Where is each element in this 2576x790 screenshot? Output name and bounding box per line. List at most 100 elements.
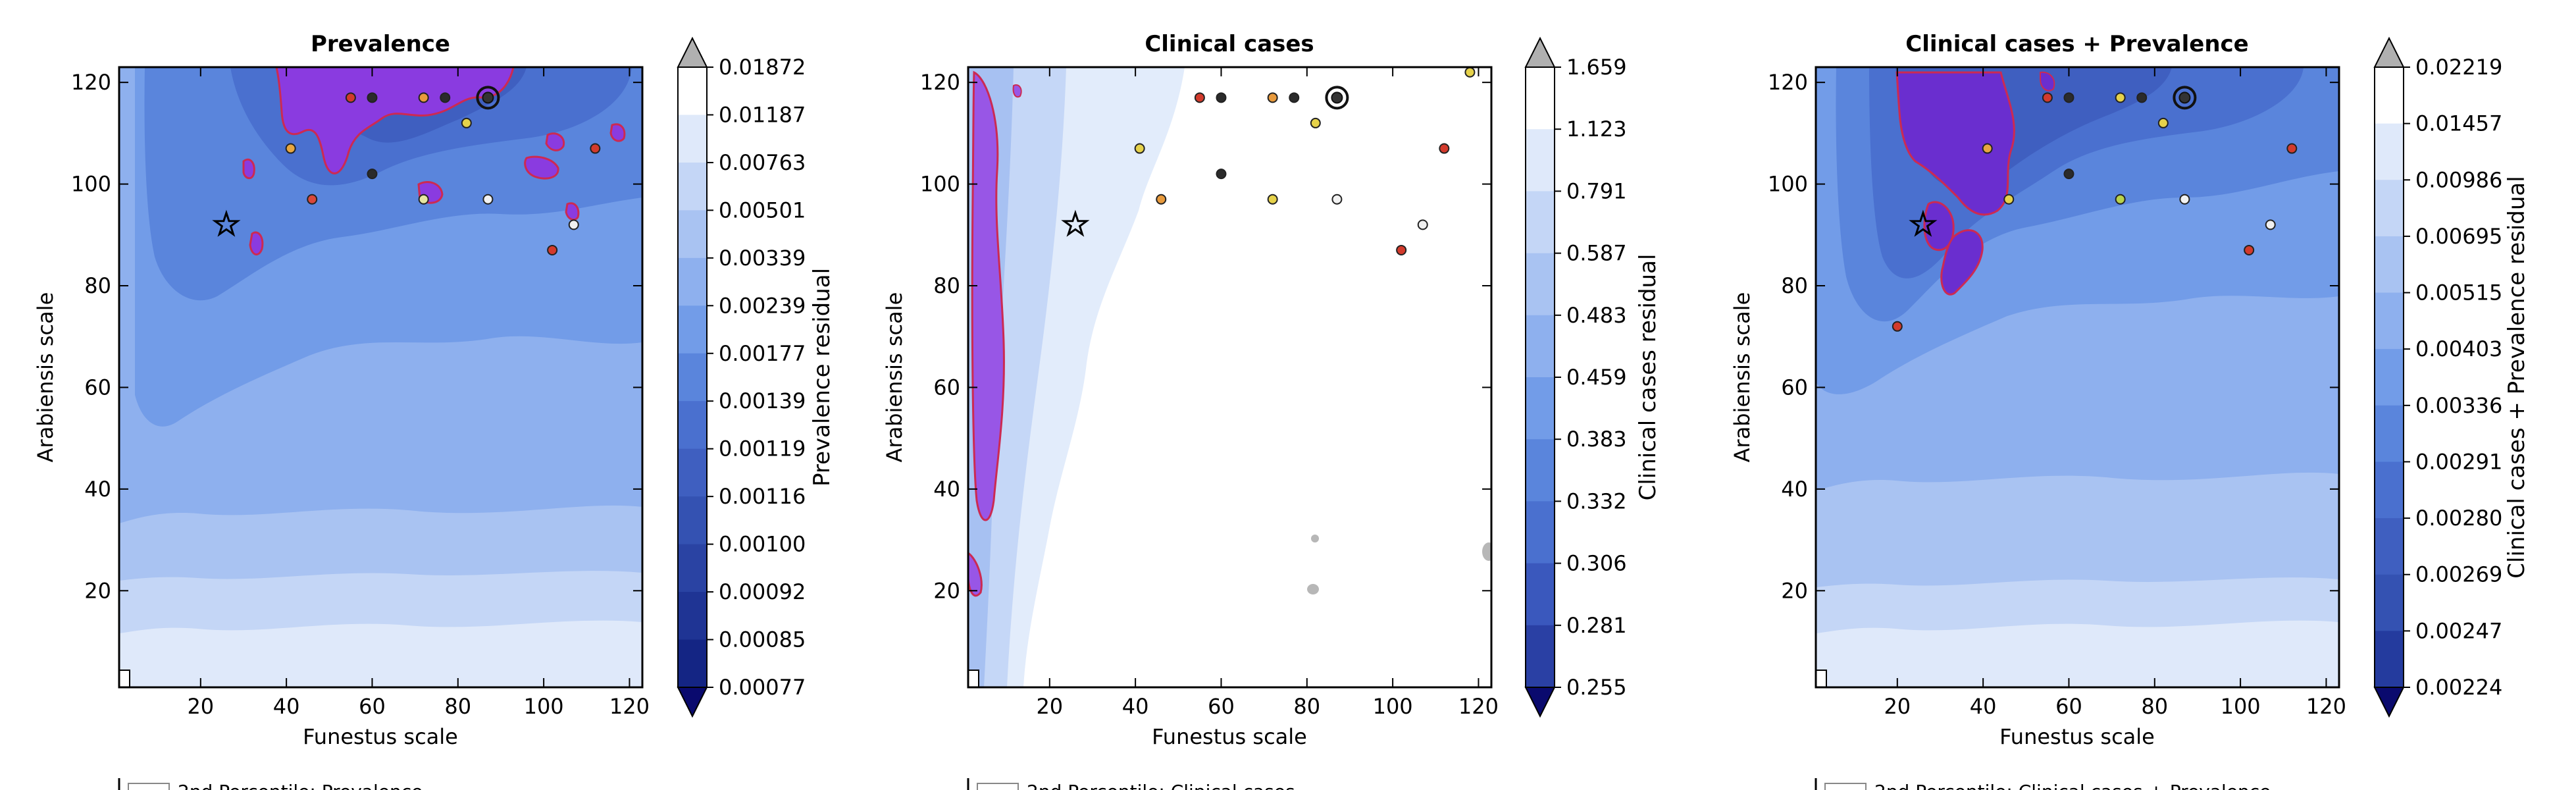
colorbar-segment [1526, 315, 1555, 378]
plot-frame [1815, 66, 2340, 689]
data-point [590, 143, 601, 154]
data-point [1396, 244, 1407, 255]
legend-label: 2nd Percentile: Clinical cases [1027, 781, 1295, 790]
y-tick-label: 100 [71, 172, 111, 197]
data-point [2244, 244, 2255, 255]
colorbar-segment [1526, 625, 1555, 688]
data-point [285, 143, 296, 154]
colorbar-tick-label: 0.00239 [719, 293, 806, 318]
y-tick-label: 60 [933, 375, 960, 400]
colorbar-tick-label: 0.00515 [2415, 280, 2502, 305]
colorbar-segment [1526, 253, 1555, 316]
contour-field [119, 67, 642, 687]
colorbar-extend-bottom [677, 687, 708, 718]
colorbar-segment [2375, 292, 2404, 350]
colorbar-tick-label: 0.587 [1566, 241, 1627, 266]
best-fit-ring [476, 86, 500, 110]
best-fit-ring [2173, 86, 2197, 110]
colorbar-tick-label: 0.00092 [719, 579, 806, 604]
colorbar-segment [678, 210, 707, 259]
x-tick-label: 60 [2055, 694, 2082, 719]
colorbar-tick-label: 0.306 [1566, 551, 1627, 576]
data-point [482, 194, 494, 205]
x-axis-ticks: 20 40 60 80 100 120 [1884, 67, 2346, 719]
colorbar-tick-label: 0.00077 [719, 675, 806, 700]
plot-frame [118, 66, 644, 689]
colorbar-segment [1526, 129, 1555, 192]
colorbar-label: Clinical cases + Prevalence residual [2504, 176, 2530, 578]
y-tick-label: 20 [84, 578, 111, 603]
panel-prevalence: Prevalence 20 40 60 80 100 120 20 40 60 80 100 120… [33, 31, 835, 790]
legend-label: 2nd Percentile: Prevalence [178, 781, 423, 790]
legend: 2nd Percentile: Clinical cases [967, 778, 1295, 790]
data-point [1134, 143, 1145, 154]
x-tick-label: 60 [359, 694, 386, 719]
data-point [568, 219, 579, 230]
colorbar-tick-label: 0.00116 [719, 484, 806, 509]
colorbar-segment [2375, 631, 2404, 688]
x-tick-label: 20 [187, 694, 214, 719]
data-point [1194, 92, 1205, 103]
legend: 2nd Percentile: Prevalence [118, 778, 423, 790]
x-tick-label: 120 [2306, 694, 2346, 719]
colorbar-tick-label: 0.00763 [719, 150, 806, 175]
y-tick-label: 120 [71, 70, 111, 95]
contour-field [968, 67, 1491, 687]
y-axis-ticks: 20 40 60 80 100 120 [1768, 70, 2339, 603]
data-point [2003, 194, 2015, 205]
x-tick-label: 120 [609, 694, 650, 719]
y-tick-label: 40 [933, 477, 960, 502]
x-tick-label: 80 [1293, 694, 1320, 719]
data-point [440, 92, 451, 103]
colorbar-tick-label: 0.483 [1566, 303, 1627, 328]
colorbar-segment [678, 496, 707, 545]
true-parameter-star [212, 209, 241, 237]
x-axis-label: Funestus scale [1152, 724, 1307, 749]
data-point [2063, 169, 2074, 180]
colorbar-tick-label: 0.00336 [2415, 393, 2502, 418]
true-parameter-star [1061, 209, 1090, 237]
x-tick-label: 120 [1458, 694, 1499, 719]
legend: 2nd Percentile: Clinical cases + Prevale… [1815, 778, 2271, 790]
colorbar-tick-label: 1.123 [1566, 117, 1627, 142]
x-tick-label: 100 [1373, 694, 1413, 719]
y-tick-label: 120 [1768, 70, 1808, 95]
colorbar: 1.659 1.123 0.791 0.587 0.483 0.459 0.383 0.332… [1524, 36, 1627, 718]
data-point [2179, 194, 2190, 205]
best-fit-ring [1325, 86, 1349, 110]
colorbar-tick-label: 0.255 [1566, 675, 1627, 700]
y-axis-label: Arabiensis scale [1730, 292, 1755, 463]
data-point [367, 92, 378, 103]
x-tick-label: 40 [1970, 694, 1997, 719]
data-point [2157, 117, 2169, 128]
chart-title: Prevalence [311, 31, 450, 57]
colorbar-tick-label: 0.459 [1566, 365, 1627, 390]
colorbar-segment [678, 448, 707, 498]
colorbar-segment [2375, 123, 2404, 181]
scatter-points [212, 86, 601, 255]
contour-field [1816, 67, 2339, 687]
y-tick-label: 80 [84, 273, 111, 298]
y-tick-label: 20 [933, 578, 960, 603]
best-fit-point [2178, 92, 2191, 104]
data-point [1982, 143, 1993, 154]
colorbar-tick-label: 0.00695 [2415, 224, 2502, 249]
colorbar-tick-label: 0.00100 [719, 532, 806, 557]
data-point [1331, 194, 1343, 205]
colorbar-segment [678, 305, 707, 354]
colorbar-tick-label: 0.00501 [719, 198, 806, 223]
plot-frame [967, 66, 1493, 689]
colorbar-segment [678, 257, 707, 307]
y-axis-ticks: 20 40 60 80 100 120 [71, 70, 642, 603]
chart-title: Clinical cases + Prevalence [1905, 31, 2249, 57]
colorbar-segment [678, 592, 707, 641]
scatter-points [1892, 86, 2298, 332]
colorbar-tick-label: 0.332 [1566, 488, 1627, 514]
data-point [1417, 219, 1428, 230]
panel-clinical-cases-plus-prevalence: Clinical cases + Prevalence 20 40 60 80 100 1… [1730, 31, 2530, 790]
x-tick-label: 100 [524, 694, 564, 719]
colorbar-tick-label: 0.00224 [2415, 675, 2502, 700]
y-tick-label: 40 [1781, 477, 1808, 502]
colorbar-tick-label: 0.00119 [719, 436, 806, 461]
